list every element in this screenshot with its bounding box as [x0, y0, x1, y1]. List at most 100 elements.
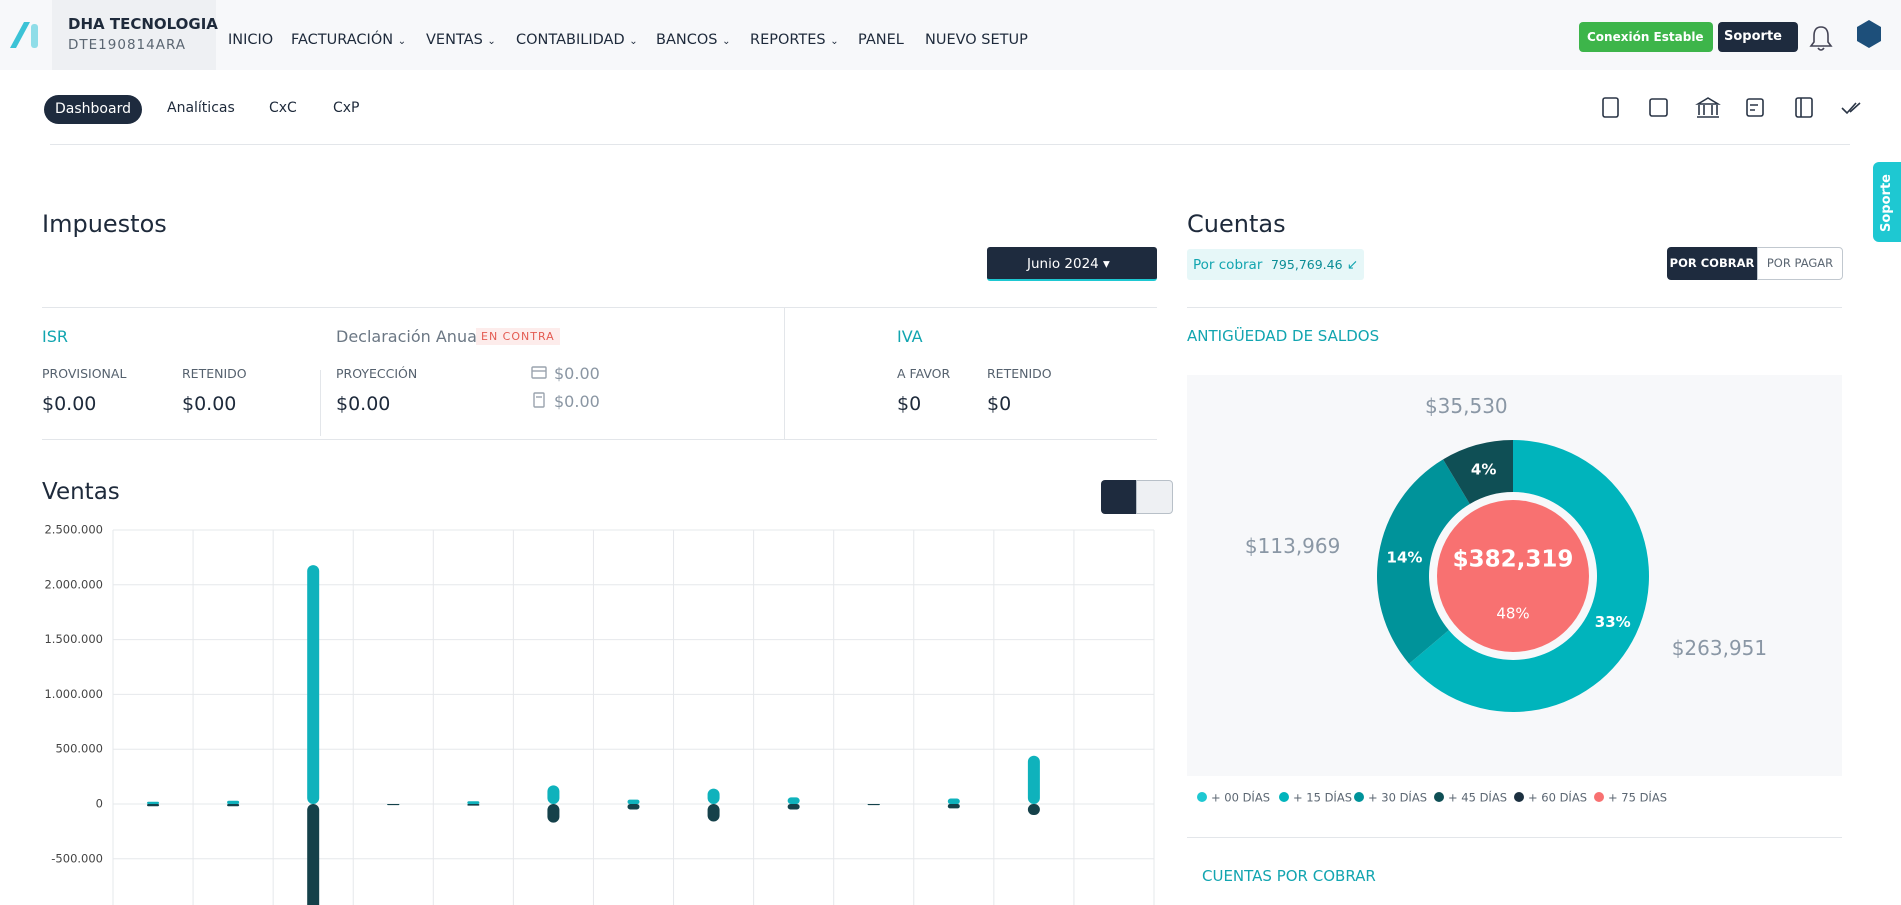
bar [147, 804, 160, 807]
bar [467, 804, 480, 806]
bar [307, 804, 320, 905]
side-tab[interactable]: Soporte [1873, 162, 1901, 242]
section-title: Impuestos [42, 210, 167, 238]
legend-label: + 60 DÍAS [1528, 790, 1587, 805]
label: PROYECCIÓN [336, 366, 418, 381]
tab[interactable]: CxP [333, 100, 360, 116]
tab-active[interactable]: Dashboard [44, 95, 142, 124]
bar [707, 804, 720, 822]
chart-panel [1187, 375, 1842, 776]
y-tick-label: 2.500.000 [44, 523, 103, 537]
bar [307, 565, 320, 804]
bar [867, 804, 880, 806]
separator [320, 370, 321, 436]
amount: $0.00 [336, 393, 391, 415]
toggle-active[interactable]: POR COBRAR [1667, 247, 1757, 280]
tab[interactable]: Analíticas [167, 100, 235, 116]
period-select[interactable]: Junio 2024 ▾ [987, 247, 1157, 281]
brand-logo [1857, 20, 1881, 48]
bar [387, 804, 400, 805]
support-text: Soporte [1724, 29, 1782, 44]
legend-marker [1434, 792, 1444, 802]
line-toggle[interactable] [1136, 480, 1173, 514]
divider [42, 439, 1157, 440]
bar [547, 785, 560, 804]
bar [467, 801, 480, 804]
nav-item[interactable]: BANCOS ⌄ [656, 32, 731, 48]
isr-title: ISR [42, 327, 68, 346]
label: PROVISIONAL [42, 366, 127, 381]
icons [531, 366, 547, 408]
toolbar-icons[interactable] [1598, 95, 1868, 121]
y-tick-label: 1.500.000 [44, 632, 103, 646]
amount: $0 [897, 393, 922, 415]
bar-toggle[interactable] [1101, 480, 1136, 514]
divider [50, 144, 1850, 145]
company-name: DHA TECNOLOGIA [68, 15, 218, 33]
bar [627, 799, 640, 804]
section-title: Ventas [42, 479, 120, 505]
logo [10, 22, 38, 48]
iva-title: IVA [897, 327, 923, 346]
nav-item[interactable]: PANEL [858, 32, 904, 48]
divider [1187, 837, 1842, 838]
support-button[interactable]: Soporte [1718, 22, 1798, 52]
bar [947, 804, 960, 809]
divider [42, 307, 1157, 308]
nav-item[interactable]: CONTABILIDAD ⌄ [516, 32, 638, 48]
tab[interactable]: CxC [269, 100, 297, 116]
legend-marker [1197, 792, 1207, 802]
bar [547, 804, 560, 823]
legend-label: + 00 DÍAS [1211, 790, 1270, 805]
company-box [52, 0, 216, 70]
legend-marker [1354, 792, 1364, 802]
legend-label: + 75 DÍAS [1608, 790, 1667, 805]
section-subtitle: ANTIGÜEDAD DE SALDOS [1187, 327, 1380, 345]
y-tick-label: 0 [96, 797, 103, 811]
section-subtitle: CUENTAS POR COBRAR [1202, 867, 1376, 885]
amount: $0.00 [42, 393, 97, 415]
badge: EN CONTRA [476, 328, 560, 345]
section-title: Cuentas [1187, 210, 1286, 238]
nav-item[interactable]: REPORTES ⌄ [750, 32, 839, 48]
anual-title: Declaración Anual [336, 327, 482, 346]
bar [627, 804, 640, 810]
bar [227, 804, 240, 807]
bar [867, 804, 880, 805]
status-text: Conexión Estable [1587, 30, 1704, 44]
bar [147, 801, 160, 804]
chip: Por cobrar 795,769.46 ↙ [1187, 249, 1364, 280]
nav-item[interactable]: VENTAS ⌄ [426, 32, 496, 48]
toggle[interactable]: POR PAGAR [1757, 247, 1843, 280]
nav-item[interactable]: INICIO [228, 32, 274, 48]
bar [707, 788, 720, 804]
legend-marker [1514, 792, 1524, 802]
amount: $0 [987, 393, 1012, 415]
status-button[interactable]: Conexión Estable [1579, 22, 1713, 52]
nav-item[interactable]: FACTURACIÓN ⌄ [291, 32, 407, 48]
bar [947, 798, 960, 804]
legend-marker [1594, 792, 1604, 802]
bar [787, 804, 800, 810]
amount: $0.00 [182, 393, 237, 415]
chip-value: 795,769.46 [1270, 257, 1343, 272]
nav-item[interactable]: NUEVO SETUP [925, 32, 1028, 48]
amount-small: $0.00 [554, 392, 600, 411]
amount-small: $0.00 [554, 364, 600, 383]
bar [787, 797, 800, 804]
toggle-text: POR PAGAR [1766, 256, 1834, 270]
bar [227, 800, 240, 804]
label: RETENIDO [182, 366, 247, 381]
chip-label: Por cobrar [1193, 257, 1263, 273]
bar [387, 804, 400, 806]
legend-label: + 30 DÍAS [1368, 790, 1427, 805]
bell-icon[interactable] [1808, 24, 1834, 52]
divider [1187, 307, 1842, 308]
tab-label: Dashboard [55, 101, 131, 117]
period-text: Junio 2024 [1027, 256, 1099, 272]
bar [1027, 804, 1040, 815]
label: RETENIDO [987, 366, 1052, 381]
legend-label: + 45 DÍAS [1448, 790, 1507, 805]
toggle-text: POR COBRAR [1669, 256, 1755, 270]
